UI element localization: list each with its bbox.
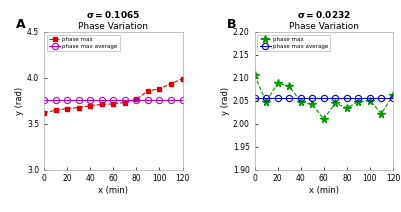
- Y-axis label: y (rad): y (rad): [15, 87, 24, 115]
- phase max average: [157, 99, 162, 102]
- phase max: [146, 90, 150, 92]
- phase max average: [168, 99, 173, 102]
- phase max average: [356, 97, 361, 100]
- phase max: [333, 102, 338, 104]
- phase max: [76, 106, 81, 109]
- phase max: [252, 74, 257, 77]
- phase max: [310, 103, 315, 106]
- Line: phase max average: phase max average: [251, 95, 396, 102]
- phase max: [157, 88, 162, 90]
- phase max average: [88, 99, 93, 102]
- phase max: [367, 99, 372, 102]
- phase max: [356, 100, 361, 103]
- phase max: [111, 103, 116, 105]
- phase max average: [264, 97, 269, 100]
- phase max average: [310, 97, 315, 100]
- X-axis label: x (min): x (min): [98, 186, 128, 195]
- phase max: [42, 111, 47, 114]
- Title: $\bf{\sigma=0.0232}$
Phase Variation: $\bf{\sigma=0.0232}$ Phase Variation: [289, 9, 359, 31]
- phase max average: [298, 97, 303, 100]
- Legend: phase max, phase max average: phase max, phase max average: [257, 35, 330, 51]
- phase max: [298, 100, 303, 103]
- phase max average: [65, 99, 70, 102]
- phase max: [391, 94, 395, 96]
- phase max: [53, 109, 58, 112]
- phase max: [321, 118, 326, 120]
- Line: phase max average: phase max average: [41, 97, 186, 103]
- phase max average: [321, 97, 326, 100]
- phase max average: [76, 99, 81, 102]
- phase max average: [42, 99, 47, 102]
- phase max: [88, 105, 93, 107]
- Title: $\bf{\sigma=0.1065}$
Phase Variation: $\bf{\sigma=0.1065}$ Phase Variation: [78, 9, 148, 31]
- phase max: [287, 85, 292, 87]
- Y-axis label: y (rad): y (rad): [221, 87, 230, 115]
- phase max: [264, 100, 269, 103]
- phase max: [99, 103, 104, 106]
- phase max average: [391, 97, 395, 100]
- phase max average: [344, 97, 349, 100]
- Text: A: A: [16, 18, 26, 31]
- phase max: [180, 77, 185, 80]
- phase max: [122, 101, 127, 104]
- phase max: [275, 82, 280, 85]
- phase max: [134, 98, 139, 101]
- phase max average: [99, 99, 104, 102]
- phase max average: [275, 97, 280, 100]
- X-axis label: x (min): x (min): [309, 186, 339, 195]
- phase max average: [367, 97, 372, 100]
- Text: B: B: [227, 18, 236, 31]
- phase max: [379, 112, 384, 115]
- phase max average: [180, 99, 185, 102]
- Legend: phase max, phase max average: phase max, phase max average: [47, 35, 120, 51]
- phase max average: [134, 99, 139, 102]
- phase max average: [111, 99, 116, 102]
- phase max: [168, 82, 173, 85]
- phase max average: [252, 97, 257, 100]
- phase max average: [146, 99, 150, 102]
- Line: phase max: phase max: [251, 72, 397, 123]
- Line: phase max: phase max: [42, 77, 184, 115]
- phase max average: [379, 97, 384, 100]
- phase max average: [122, 99, 127, 102]
- phase max average: [333, 97, 338, 100]
- phase max: [65, 107, 70, 110]
- phase max average: [287, 97, 292, 100]
- phase max average: [53, 99, 58, 102]
- phase max: [344, 107, 349, 109]
